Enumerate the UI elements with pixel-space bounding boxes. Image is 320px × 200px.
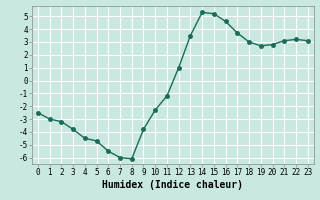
X-axis label: Humidex (Indice chaleur): Humidex (Indice chaleur) (102, 180, 243, 190)
